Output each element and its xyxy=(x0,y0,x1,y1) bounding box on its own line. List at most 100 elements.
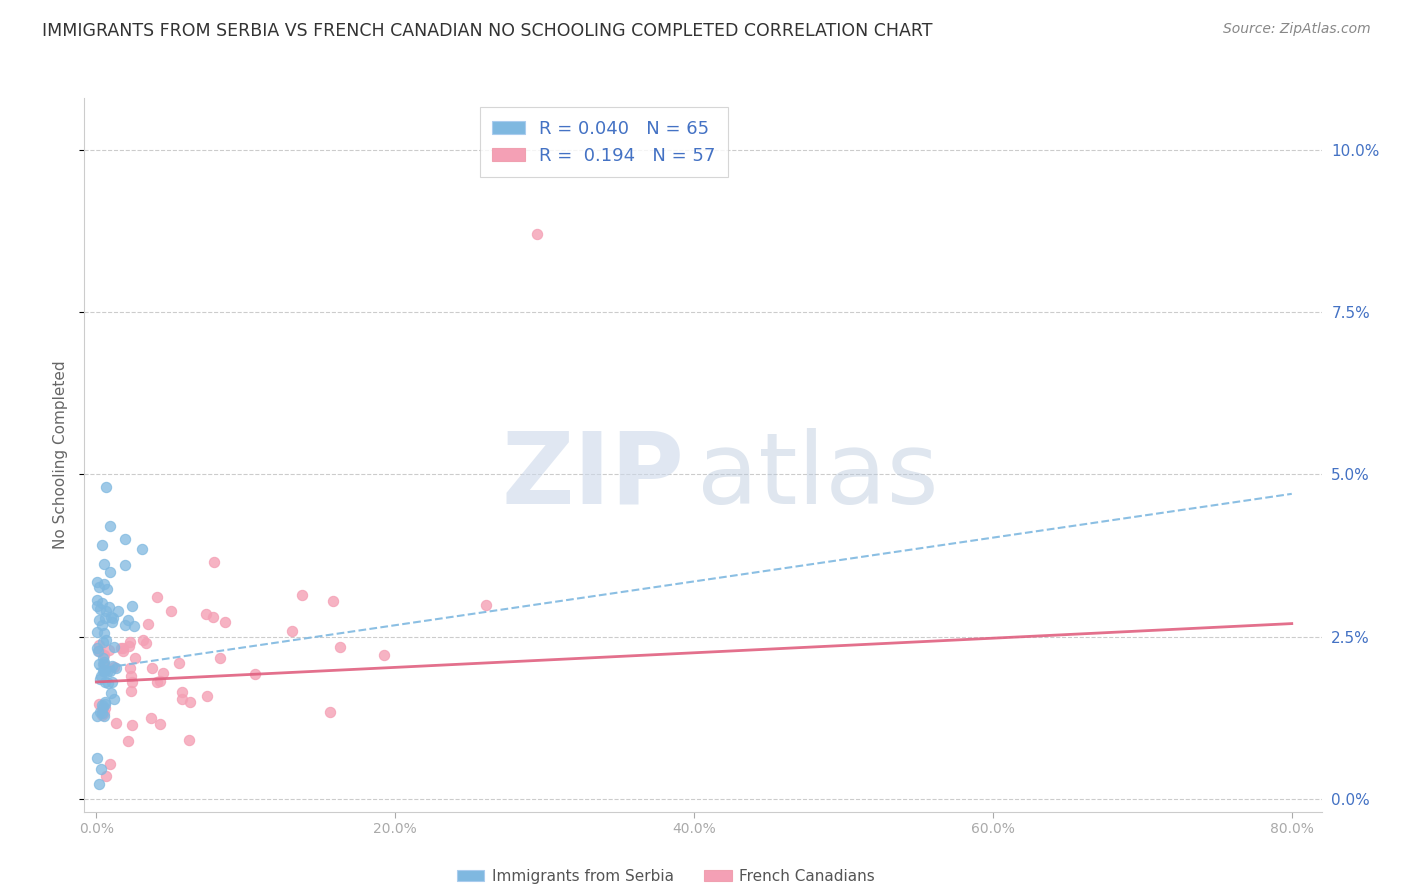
Point xyxy=(94,701,117,715)
Point xyxy=(96,769,118,783)
Point xyxy=(91,650,114,665)
Point xyxy=(98,565,121,579)
Point xyxy=(103,692,125,706)
Text: Source: ZipAtlas.com: Source: ZipAtlas.com xyxy=(1223,22,1371,37)
Point xyxy=(100,610,122,624)
Point xyxy=(86,750,108,764)
Point xyxy=(120,668,142,682)
Point xyxy=(93,626,115,640)
Point xyxy=(93,577,115,591)
Point xyxy=(90,538,112,552)
Point xyxy=(89,673,111,687)
Point xyxy=(86,574,108,589)
Legend: Immigrants from Serbia, French Canadians: Immigrants from Serbia, French Canadians xyxy=(450,863,882,889)
Point xyxy=(120,684,142,698)
Point xyxy=(160,604,183,618)
Point xyxy=(177,733,200,747)
Point xyxy=(97,642,120,657)
Point xyxy=(93,706,115,721)
Point xyxy=(86,640,108,655)
Y-axis label: No Schooling Completed: No Schooling Completed xyxy=(52,360,67,549)
Point xyxy=(114,618,136,632)
Point xyxy=(94,611,117,625)
Point xyxy=(96,665,118,680)
Point xyxy=(98,757,121,772)
Point xyxy=(100,674,122,689)
Point xyxy=(103,640,125,654)
Point xyxy=(124,651,146,665)
Point xyxy=(136,617,159,632)
Point xyxy=(94,664,117,678)
Point xyxy=(87,638,110,652)
Point xyxy=(149,717,172,731)
Point xyxy=(111,643,134,657)
Point xyxy=(90,669,112,683)
Point xyxy=(87,613,110,627)
Point xyxy=(104,661,127,675)
Point xyxy=(90,698,112,713)
Point xyxy=(475,598,498,612)
Point xyxy=(93,697,115,711)
Point xyxy=(90,596,112,610)
Point xyxy=(322,594,344,608)
Point xyxy=(93,663,115,677)
Point xyxy=(146,674,169,689)
Point xyxy=(243,666,266,681)
Point xyxy=(167,657,190,671)
Point xyxy=(93,708,115,723)
Point xyxy=(93,558,115,572)
Point xyxy=(526,227,548,242)
Point xyxy=(194,607,217,622)
Point xyxy=(139,710,162,724)
Point xyxy=(98,519,121,533)
Point xyxy=(94,674,117,689)
Point xyxy=(202,610,225,624)
Point xyxy=(87,644,110,658)
Point xyxy=(93,695,115,709)
Point xyxy=(91,664,114,678)
Point xyxy=(281,624,304,638)
Point xyxy=(101,615,124,630)
Point xyxy=(110,641,132,656)
Point xyxy=(117,613,139,627)
Point xyxy=(202,555,225,569)
Point xyxy=(100,686,122,700)
Point xyxy=(89,602,111,616)
Point xyxy=(291,588,314,602)
Point xyxy=(122,619,145,633)
Point xyxy=(152,666,174,681)
Point xyxy=(329,640,352,654)
Point xyxy=(94,480,117,494)
Point xyxy=(170,685,193,699)
Point xyxy=(195,690,218,704)
Point xyxy=(91,700,114,714)
Point xyxy=(132,633,155,648)
Point xyxy=(214,615,236,629)
Point xyxy=(373,648,395,662)
Point xyxy=(93,657,115,671)
Point xyxy=(114,558,136,572)
Point xyxy=(96,632,118,647)
Point xyxy=(96,582,118,596)
Point xyxy=(120,661,142,675)
Text: ZIP: ZIP xyxy=(502,428,685,524)
Point xyxy=(120,635,142,649)
Point xyxy=(104,716,127,731)
Point xyxy=(94,604,117,618)
Point xyxy=(90,708,112,723)
Point xyxy=(319,705,342,719)
Point xyxy=(91,635,114,649)
Point xyxy=(146,590,169,604)
Point xyxy=(170,692,193,706)
Point xyxy=(86,593,108,607)
Point xyxy=(179,696,201,710)
Point xyxy=(93,648,115,663)
Point xyxy=(90,702,112,716)
Point xyxy=(86,625,108,640)
Point xyxy=(90,762,112,776)
Point xyxy=(87,697,110,711)
Point xyxy=(103,660,125,674)
Point xyxy=(91,657,114,672)
Point xyxy=(135,636,157,650)
Point xyxy=(114,533,136,547)
